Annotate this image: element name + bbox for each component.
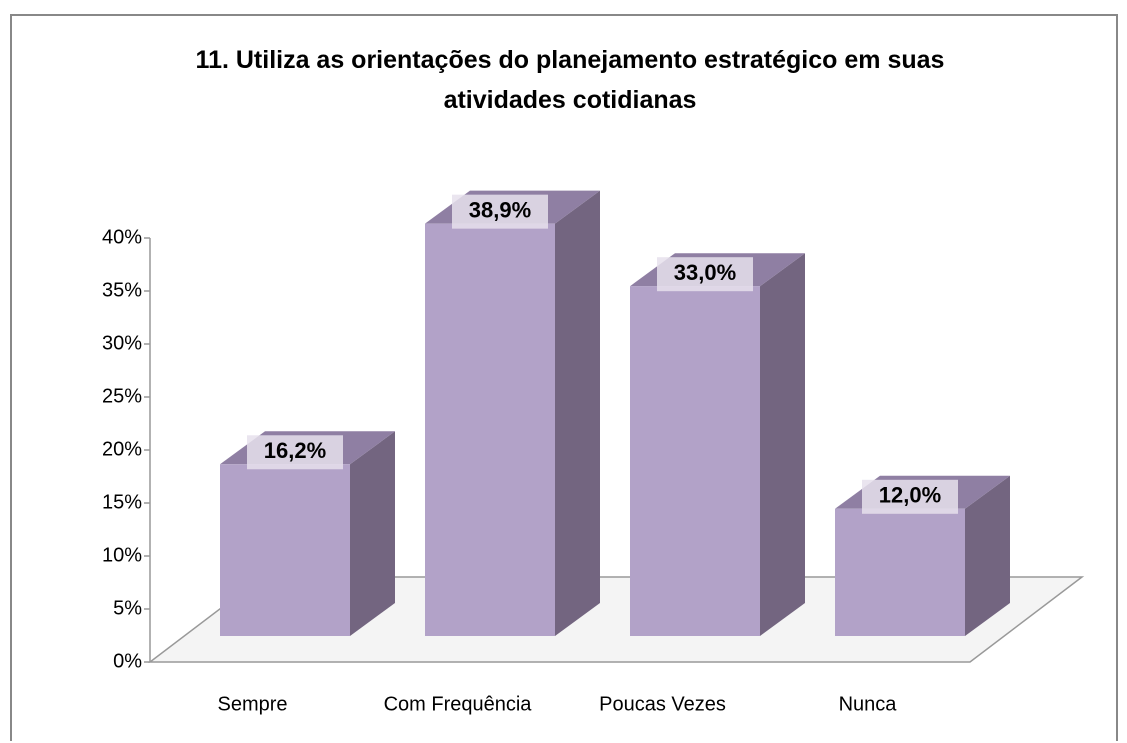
chart-frame xyxy=(10,14,1118,741)
y-tick-label: 30% xyxy=(102,332,142,354)
value-label-bg xyxy=(862,479,958,514)
bar-side xyxy=(350,431,395,636)
value-label: 33,0% xyxy=(674,260,736,285)
bar xyxy=(630,286,760,636)
y-tick-label: 25% xyxy=(102,385,142,407)
y-tick-label: 10% xyxy=(102,544,142,566)
x-tick-label: Com Frequência xyxy=(384,693,533,715)
y-tick-label: 15% xyxy=(102,491,142,513)
chart-title: 11. Utiliza as orientações do planejamen… xyxy=(195,46,945,114)
y-tick-label: 20% xyxy=(102,438,142,460)
value-label-bg xyxy=(452,194,548,229)
bar xyxy=(425,223,555,636)
bar xyxy=(220,464,350,636)
x-tick-label: Poucas Vezes xyxy=(599,693,726,715)
value-label: 12,0% xyxy=(879,483,941,508)
bar-side xyxy=(555,190,600,636)
bar-side xyxy=(760,253,805,636)
bar xyxy=(835,508,965,636)
bar-side xyxy=(965,475,1010,636)
y-tick-label: 5% xyxy=(113,597,142,619)
y-tick-label: 0% xyxy=(113,650,142,672)
value-label: 38,9% xyxy=(469,197,531,222)
value-label-bg xyxy=(657,257,753,292)
y-tick-label: 40% xyxy=(102,226,142,248)
value-label-bg xyxy=(247,435,343,470)
y-tick-label: 35% xyxy=(102,279,142,301)
x-tick-label: Sempre xyxy=(217,693,287,715)
value-label: 16,2% xyxy=(264,438,326,463)
x-tick-label: Nunca xyxy=(839,693,898,715)
